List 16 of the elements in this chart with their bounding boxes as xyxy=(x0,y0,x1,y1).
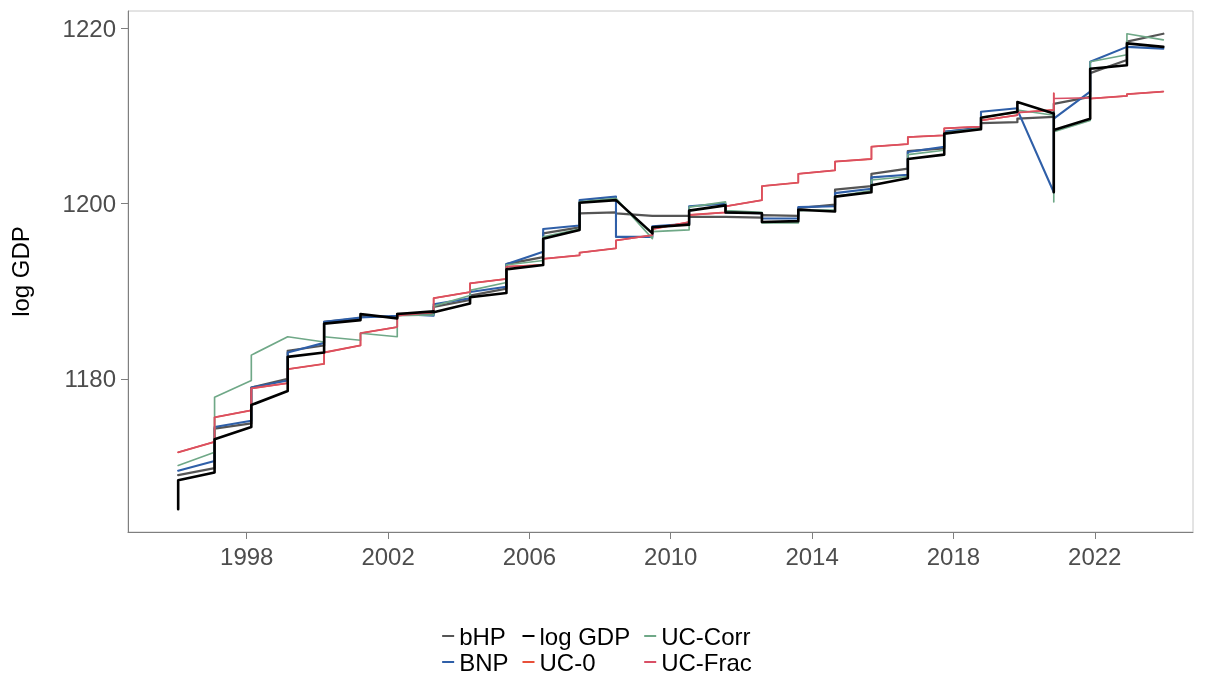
y-tick-label: 1200 xyxy=(62,190,116,218)
x-tick-label: 1998 xyxy=(220,542,274,570)
y-tick-label: 1180 xyxy=(64,365,116,393)
x-tick-label: 2006 xyxy=(502,542,557,570)
legend-label: BNP xyxy=(459,648,509,676)
y-axis-title: log GDP xyxy=(6,226,34,317)
x-tick-label: 2014 xyxy=(785,542,839,570)
legend-label: log GDP xyxy=(539,622,631,650)
x-tick-label: 2002 xyxy=(361,542,415,570)
x-tick-label: 2010 xyxy=(644,542,698,570)
legend-label: UC-Frac xyxy=(661,648,752,676)
x-tick-label: 2022 xyxy=(1068,542,1122,570)
y-tick-label: 1220 xyxy=(62,15,116,43)
x-tick-label: 2018 xyxy=(926,542,981,570)
legend-label: bHP xyxy=(459,622,506,650)
legend-label: UC-Corr xyxy=(661,622,751,650)
